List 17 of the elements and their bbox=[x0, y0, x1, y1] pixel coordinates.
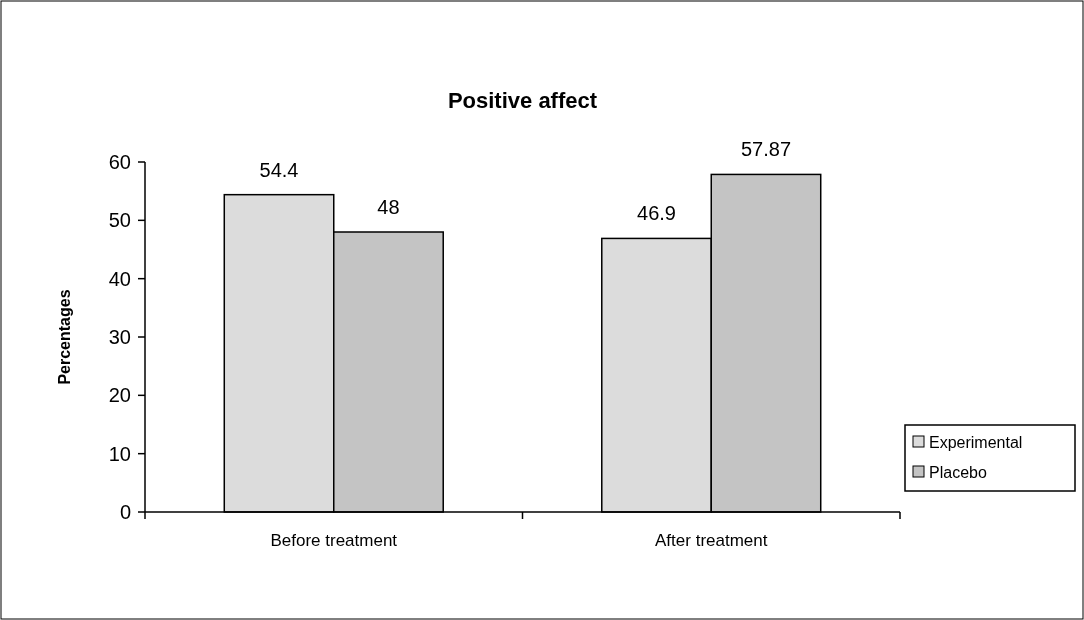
x-tick-label: After treatment bbox=[655, 531, 768, 550]
data-label: 48 bbox=[377, 196, 400, 218]
data-label: 54.4 bbox=[259, 158, 299, 181]
y-tick-label: 40 bbox=[108, 267, 131, 290]
legend-label: Experimental bbox=[929, 433, 1023, 451]
chart-title: Positive affect bbox=[447, 88, 598, 113]
x-tick-label: Before treatment bbox=[270, 531, 398, 550]
y-tick-label: 20 bbox=[108, 384, 131, 407]
legend-label: Placebo bbox=[929, 463, 987, 481]
data-label: 57.87 bbox=[740, 138, 792, 161]
data-label: 46.9 bbox=[637, 202, 676, 225]
y-tick-label: 30 bbox=[108, 326, 131, 348]
y-axis-title: Percentages bbox=[56, 289, 73, 385]
y-tick-label: 10 bbox=[108, 442, 131, 465]
y-tick-label: 0 bbox=[119, 501, 131, 523]
y-tick-label: 60 bbox=[108, 151, 131, 173]
y-tick-label: 50 bbox=[108, 209, 131, 232]
